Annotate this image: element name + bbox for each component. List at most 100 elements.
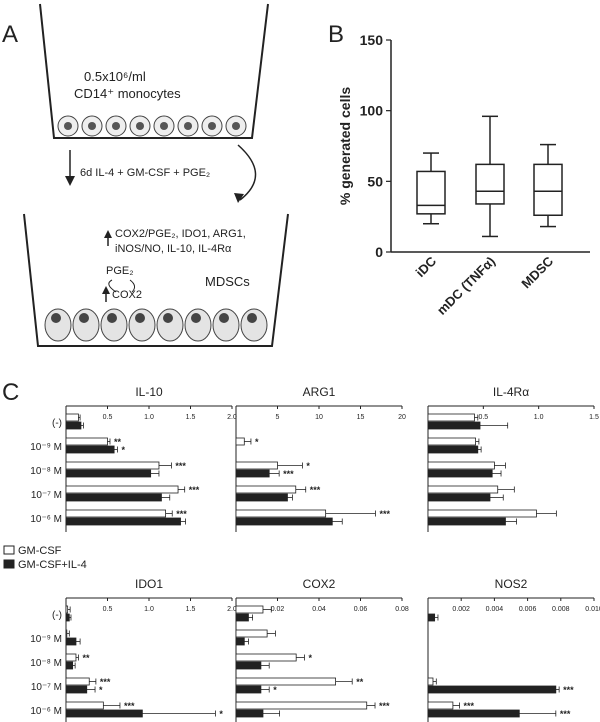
curved-arrow: [237, 144, 257, 201]
bar: [235, 461, 278, 470]
monocyte-nucleus: [184, 122, 192, 130]
significance-label: ***: [124, 701, 135, 711]
bottom-well: [23, 213, 289, 347]
bar: [235, 685, 262, 694]
bar: [65, 421, 82, 430]
significance-label: *: [273, 685, 277, 695]
legend: GM-CSF GM-CSF+IL-4: [3, 545, 87, 571]
bar: [235, 677, 336, 686]
monocyte-nucleus: [136, 122, 144, 130]
bar: [235, 613, 249, 622]
significance-label: ***: [189, 485, 200, 495]
bar: [65, 637, 77, 646]
mdsc-label: MDSCs: [205, 274, 250, 289]
significance-label: **: [82, 653, 90, 663]
panel-b-ytick-label: 100: [360, 103, 384, 119]
chart-tick-label: 0.06: [354, 606, 368, 613]
bar: [427, 613, 436, 622]
significance-label: ***: [464, 701, 475, 711]
chart-tick-label: 5: [276, 414, 280, 421]
significance-label: *: [255, 437, 259, 447]
panel-b-category-label: mDC (TNFα): [434, 254, 498, 318]
up-arrow-head: [104, 230, 112, 238]
chart-tick-label: 10: [315, 414, 323, 421]
mdsc-nucleus: [163, 313, 173, 323]
bar: [65, 437, 108, 446]
legend-swatch-gm-csf: [3, 545, 15, 555]
cox2-label: COX2: [112, 289, 142, 301]
cox2-up-arrow-head: [102, 286, 110, 294]
category-label: 10⁻⁷ M: [31, 490, 62, 501]
chart-tick-label: 2.0: [227, 414, 237, 421]
bar: [65, 613, 70, 622]
chart-tick-label: 1.0: [534, 414, 544, 421]
bar: [427, 445, 479, 454]
bar: [65, 685, 88, 694]
bar: [65, 661, 74, 670]
legend-label-gm-csf: GM-CSF: [18, 545, 62, 557]
bar: [427, 461, 495, 470]
category-label: (-): [52, 610, 62, 621]
chart-tick-label: 1.0: [144, 414, 154, 421]
bar: [235, 605, 264, 614]
mdsc-nucleus: [219, 313, 229, 323]
chart-title: NOS2: [495, 577, 528, 591]
chart-title: IDO1: [135, 577, 163, 591]
bar: [427, 493, 491, 502]
bar-chart-il-4r-: IL-4Rα 0.5 1.0 1.5: [427, 385, 599, 532]
down-arrow-head: [65, 176, 75, 186]
monocyte-nucleus: [88, 122, 96, 130]
bar: [427, 437, 476, 446]
significance-label: ***: [379, 701, 390, 711]
chart-tick-label: 1.5: [186, 414, 196, 421]
pge2-label: PGE₂: [106, 265, 134, 277]
mdsc-nucleus: [51, 313, 61, 323]
bar: [427, 709, 520, 718]
chart-tick-label: 0.08: [395, 606, 409, 613]
treatment-label: 6d IL-4 + GM-CSF + PGE₂: [80, 167, 210, 179]
panel-c-letter: C: [2, 379, 19, 406]
bar: [65, 469, 152, 478]
box-iqr: [533, 163, 563, 217]
mdsc-cells: [44, 308, 268, 342]
bar: [65, 445, 115, 454]
cell-density-label: 0.5x10⁶/ml: [84, 69, 146, 84]
monocyte-nucleus: [112, 122, 120, 130]
box-iqr: [416, 170, 446, 215]
legend-swatch-gm-csf-il4: [3, 559, 15, 569]
bar: [65, 461, 160, 470]
bar: [235, 485, 297, 494]
panel-a-schematic: 0.5x10⁶/ml CD14⁺ monocytes 6d IL-4 + GM-…: [23, 3, 289, 347]
significance-label: *: [306, 461, 310, 471]
category-label: 10⁻⁹ M: [30, 442, 62, 453]
significance-label: ***: [563, 685, 574, 695]
monocyte-nucleus: [64, 122, 72, 130]
bar: [427, 517, 506, 526]
chart-tick-label: 20: [398, 414, 406, 421]
bar: [65, 517, 181, 526]
monocyte-nucleus: [232, 122, 240, 130]
bar: [427, 677, 434, 686]
bar: [235, 629, 268, 638]
bar: [65, 709, 143, 718]
chart-tick-label: 0.004: [486, 606, 504, 613]
category-label: 10⁻⁸ M: [30, 466, 62, 477]
chart-tick-label: 0.5: [103, 414, 113, 421]
category-label: 10⁻⁶ M: [30, 706, 62, 717]
category-label: 10⁻⁹ M: [30, 634, 62, 645]
box-iqr: [475, 163, 505, 205]
bar-chart-nos2: NOS2 0.002 0.004 0.006 0.008 0.010 *** *** ***: [427, 577, 600, 722]
markers-line-2: iNOS/NO, IL-10, IL-4Rα: [115, 243, 232, 255]
significance-label: **: [114, 437, 122, 447]
bar: [427, 685, 557, 694]
significance-label: ***: [283, 469, 294, 479]
category-label: 10⁻⁸ M: [30, 658, 62, 669]
category-label: 10⁻⁷ M: [31, 682, 62, 693]
bar: [65, 629, 68, 638]
chart-tick-label: 0.04: [312, 606, 326, 613]
significance-label: ***: [560, 709, 571, 719]
bar: [427, 421, 481, 430]
